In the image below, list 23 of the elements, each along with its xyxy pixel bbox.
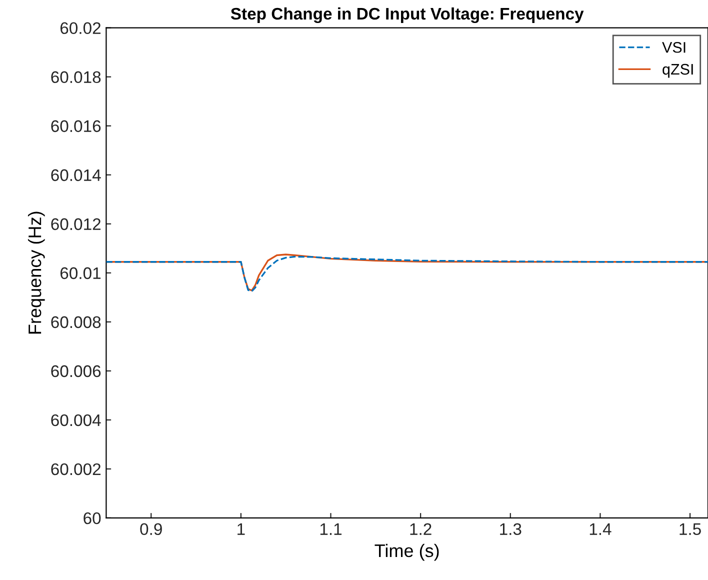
legend-label: qZSI	[662, 64, 693, 78]
x-axis-title: Time (s)	[374, 544, 439, 561]
y-tick-label: 60.014	[51, 169, 101, 182]
y-tick-label: 60.002	[51, 463, 101, 476]
x-tick-label: 0.9	[140, 523, 162, 536]
y-tick-label: 60	[84, 512, 101, 524]
x-tick-label: 1.2	[410, 523, 432, 535]
y-tick-label: 60.012	[51, 218, 101, 230]
y-tick-label: 60.004	[51, 414, 101, 426]
y-tick-label: 60.008	[51, 316, 101, 328]
x-tick-label: 1.3	[500, 523, 522, 536]
y-tick-label: 60.018	[51, 71, 101, 84]
x-tick-label: 1	[238, 523, 245, 535]
y-tick-label: 60.016	[51, 120, 101, 132]
x-tick-label: 1.4	[590, 523, 612, 535]
x-tick-label: 1.5	[680, 523, 701, 536]
y-tick-label: 60.01	[60, 267, 101, 280]
y-tick-label: 60.006	[51, 365, 101, 378]
chart-title: Step Change in DC Input Voltage: Frequency	[230, 7, 584, 24]
legend-label: VSI	[662, 42, 686, 53]
x-tick-label: 1.1	[320, 523, 342, 535]
y-tick-label: 60.02	[60, 22, 101, 34]
y-axis-title: Frequency (Hz)	[28, 212, 45, 334]
